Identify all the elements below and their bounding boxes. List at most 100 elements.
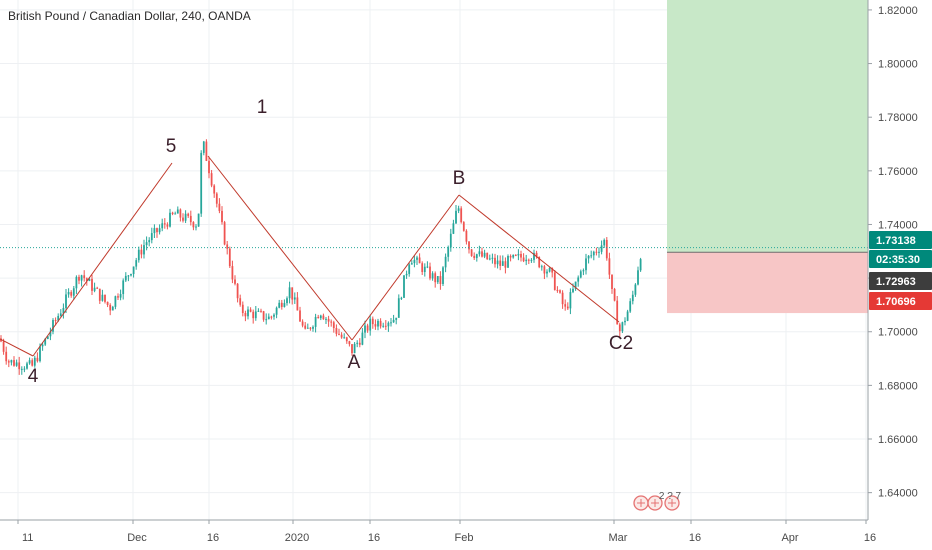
candle-body [551, 267, 554, 273]
candle-body [395, 317, 398, 320]
candle-body [158, 228, 161, 233]
candle-body [33, 357, 36, 366]
earnings-marker-icon[interactable] [633, 495, 649, 511]
candle-body [481, 251, 483, 257]
candle-body [455, 210, 457, 224]
price-tag-last-price: 1.73138 [869, 231, 932, 249]
candle-body [101, 294, 104, 301]
candle-body [447, 247, 450, 257]
y-tick-label: 1.78000 [878, 112, 918, 124]
candle-body [538, 256, 541, 268]
candle-body [592, 251, 595, 256]
candle-body [358, 342, 361, 345]
candle-body [257, 310, 260, 312]
y-tick-label: 1.80000 [878, 59, 918, 71]
y-tick-label: 1.82000 [878, 5, 918, 17]
candle-body [283, 303, 286, 307]
candle-body [413, 259, 416, 264]
candle-body [166, 224, 169, 227]
candle-body [65, 294, 67, 308]
candle-body [57, 315, 60, 321]
candle-body [345, 337, 348, 342]
candle-body [75, 276, 78, 289]
candle-body [7, 361, 10, 363]
candle-body [400, 297, 403, 299]
candle-body [553, 272, 556, 290]
candle-body [566, 306, 569, 309]
candle-body [460, 208, 463, 223]
candle-body [598, 251, 600, 253]
event-markers[interactable]: 2 ? 7 [633, 491, 682, 511]
candle-body [93, 287, 96, 291]
candle-body [143, 245, 145, 255]
candle-body [150, 233, 153, 241]
wave-line-segment [458, 194, 620, 323]
candle-body [234, 279, 236, 284]
candle-body [262, 311, 265, 320]
candle-body [231, 266, 234, 280]
candle-body [436, 276, 439, 283]
y-tick-label: 1.64000 [878, 488, 918, 500]
candle-body [634, 284, 637, 295]
candle-body [13, 360, 15, 366]
candle-body [192, 222, 195, 228]
candle-body [124, 275, 127, 281]
profit-zone [667, 0, 868, 253]
candle-body [449, 233, 452, 248]
grid [0, 0, 868, 520]
candle-body [226, 244, 229, 249]
candle-body [374, 324, 377, 327]
candle-body [509, 255, 512, 258]
candle-body [270, 316, 273, 318]
candle-body [462, 222, 465, 231]
candle-body [122, 280, 125, 295]
candle-body [473, 255, 476, 259]
candle-body [434, 273, 437, 283]
wave-line-segment [207, 155, 353, 341]
candle-body [353, 343, 356, 354]
candle-body [403, 275, 405, 298]
candle-body [556, 289, 559, 291]
candle-body [200, 152, 203, 214]
candle-body [410, 263, 413, 265]
split-marker-icon[interactable] [664, 495, 680, 511]
candle-body [631, 294, 634, 302]
candle-body [478, 251, 481, 255]
candle-body [343, 337, 346, 339]
candle-body [585, 258, 587, 271]
candle-body [83, 275, 86, 279]
candle-body [338, 333, 340, 335]
candle-body [67, 292, 70, 295]
candle-body [28, 360, 31, 364]
candle-body [265, 319, 268, 321]
candle-body [637, 270, 639, 285]
candle-body [130, 274, 132, 276]
candle-body [309, 327, 312, 329]
candle-body [494, 257, 496, 265]
candle-body [215, 193, 218, 204]
candle-body [140, 249, 143, 255]
candle-body [39, 346, 41, 362]
candle-body [421, 263, 424, 273]
candle-body [137, 249, 140, 261]
candle-body [520, 253, 522, 258]
candle-body [36, 357, 39, 362]
candle-body [475, 254, 478, 259]
x-tick-label: 16 [689, 532, 701, 544]
candle-body [221, 210, 223, 223]
candle-body [98, 288, 101, 301]
candle-body [429, 266, 431, 279]
candle-body [535, 252, 538, 257]
dividend-marker-icon[interactable] [647, 495, 663, 511]
candle-body [457, 208, 460, 211]
candle-body [486, 252, 489, 260]
candle-body [618, 324, 621, 332]
candle-body [483, 252, 486, 257]
candle-body [444, 256, 447, 268]
candle-body [148, 240, 151, 243]
candle-body [416, 257, 418, 260]
candle-body [85, 278, 88, 282]
x-tick-label: Mar [609, 532, 628, 544]
